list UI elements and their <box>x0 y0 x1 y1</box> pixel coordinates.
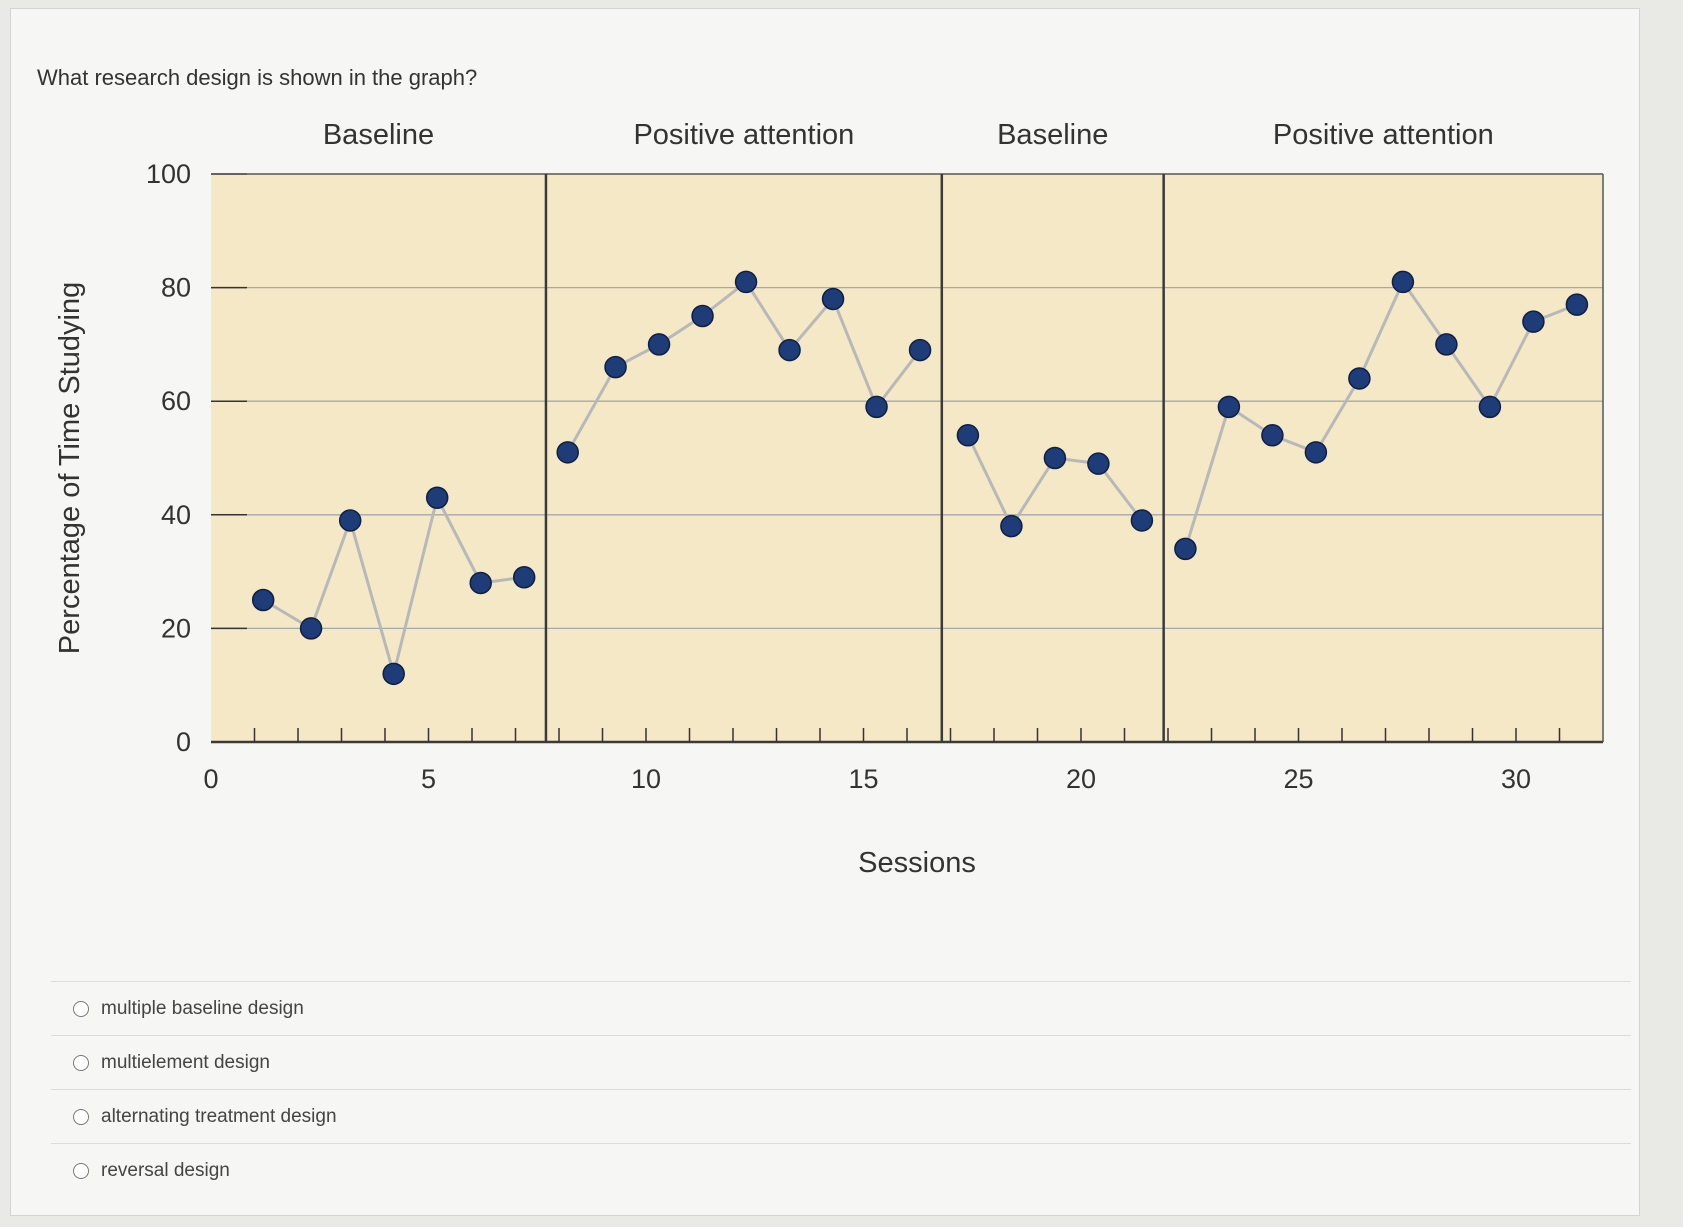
y-tick-label: 100 <box>146 159 191 189</box>
option-multielement[interactable]: multielement design <box>51 1036 1631 1090</box>
plot-area <box>211 174 1603 742</box>
y-axis-title: Percentage of Time Studying <box>54 282 86 654</box>
phase-label: Positive attention <box>633 119 854 151</box>
answer-options: multiple baseline design multielement de… <box>51 981 1631 1197</box>
data-point <box>647 333 671 356</box>
series-line <box>1183 278 1578 550</box>
y-tick-label: 20 <box>161 613 191 643</box>
data-point <box>338 509 362 532</box>
option-multiple-baseline[interactable]: multiple baseline design <box>51 981 1631 1036</box>
option-label: multiple baseline design <box>101 997 304 1019</box>
data-point <box>1435 333 1458 356</box>
question-text: What research design is shown in the gra… <box>37 65 478 90</box>
data-point <box>1348 367 1371 390</box>
data-point <box>425 486 449 510</box>
question-card: What research design is shown in the gra… <box>10 8 1640 1216</box>
data-point <box>512 566 536 589</box>
option-alternating-treatment[interactable]: alternating treatment design <box>51 1090 1631 1144</box>
data-point <box>1391 270 1415 294</box>
data-point <box>556 441 579 464</box>
data-point <box>1130 509 1154 532</box>
y-tick-label: 80 <box>161 273 191 303</box>
phase-label: Positive attention <box>1273 119 1494 151</box>
data-point <box>382 662 405 686</box>
x-axis-title: Sessions <box>858 847 976 879</box>
phase-label: Baseline <box>997 119 1108 151</box>
data-point <box>1565 293 1589 316</box>
x-tick-label: 20 <box>1066 764 1096 794</box>
radio-button[interactable] <box>73 1000 89 1017</box>
x-tick-label: 30 <box>1501 764 1531 794</box>
y-tick-label: 60 <box>161 386 191 416</box>
option-label: alternating treatment design <box>101 1105 337 1127</box>
x-tick-label: 10 <box>631 764 661 794</box>
data-point <box>1478 395 1502 419</box>
data-point <box>469 571 492 595</box>
x-tick-label: 15 <box>848 764 878 794</box>
chart: 0 20 40 60 80 100 0 5 10 15 20 25 30 Baseline Positive… <box>41 114 1621 954</box>
data-point <box>1261 424 1284 447</box>
data-point <box>734 270 758 294</box>
data-point <box>1174 537 1197 561</box>
option-reversal[interactable]: reversal design <box>51 1144 1631 1197</box>
data-point <box>1087 452 1110 475</box>
data-point <box>956 424 980 447</box>
x-tick-label: 5 <box>421 764 436 794</box>
radio-button[interactable] <box>73 1108 89 1125</box>
option-label: multielement design <box>101 1051 270 1073</box>
data-point <box>778 338 801 362</box>
y-tick-label: 40 <box>161 500 191 530</box>
option-label: reversal design <box>101 1159 230 1181</box>
data-point <box>821 287 845 311</box>
radio-button[interactable] <box>73 1162 89 1179</box>
y-tick-label: 0 <box>176 727 191 757</box>
chart-svg: 0 20 40 60 80 100 0 5 10 15 20 25 30 Baseline Positive… <box>54 119 1604 879</box>
radio-button[interactable] <box>73 1054 89 1071</box>
data-point <box>251 588 275 612</box>
x-tick-label: 0 <box>203 764 218 794</box>
x-tick-label: 25 <box>1283 764 1313 794</box>
data-point <box>1304 441 1328 464</box>
phase-label: Baseline <box>323 119 434 151</box>
data-point <box>604 355 627 379</box>
data-point <box>299 617 323 640</box>
data-point <box>1000 514 1023 538</box>
data-point <box>1522 310 1545 333</box>
data-point <box>908 338 932 362</box>
data-point <box>1217 395 1241 419</box>
data-point <box>865 395 888 419</box>
data-point <box>1043 446 1067 470</box>
data-point <box>691 304 714 328</box>
